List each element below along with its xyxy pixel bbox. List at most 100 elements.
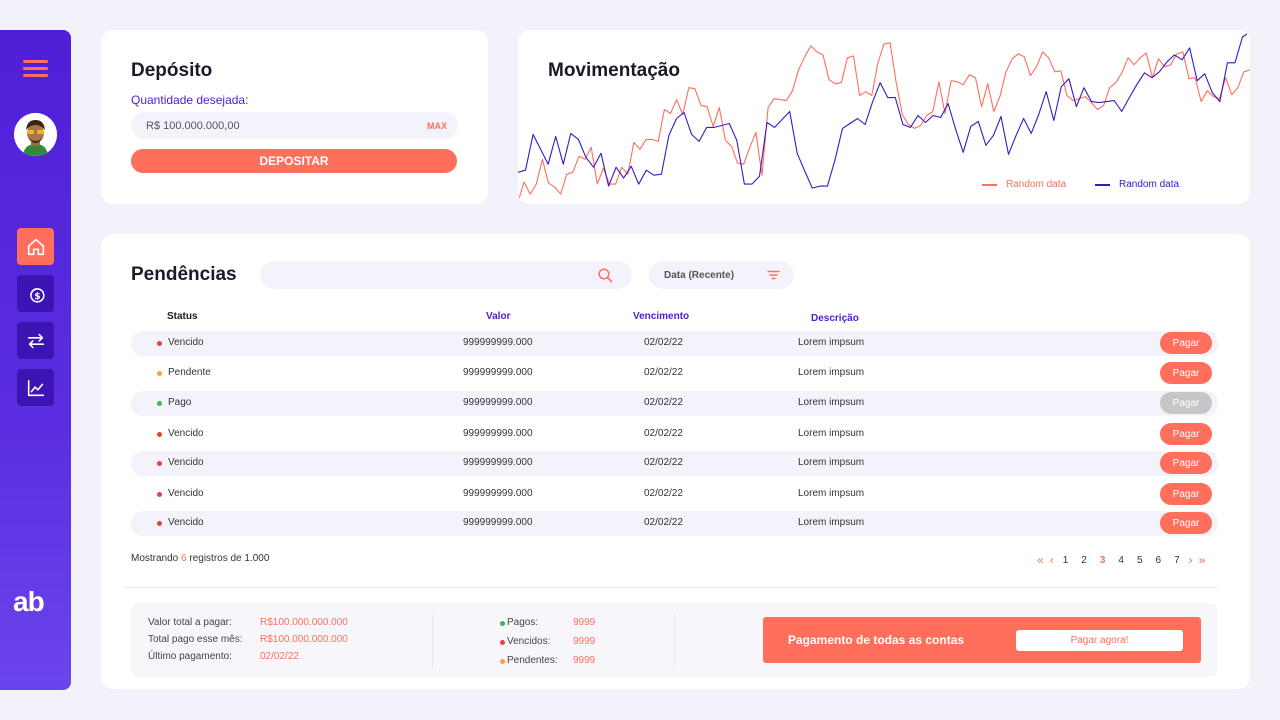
- pay-all-label: Pagamento de todas as contas: [788, 633, 965, 647]
- paid-count-label: Pagos:: [507, 617, 539, 628]
- nav-transfer[interactable]: [17, 322, 54, 359]
- nav-home[interactable]: [17, 228, 54, 265]
- overdue-count-value: 9999: [573, 636, 596, 647]
- movement-title: Movimentação: [548, 60, 680, 81]
- deposit-button[interactable]: DEPOSITAR: [131, 149, 457, 173]
- prev-page-button[interactable]: ‹: [1049, 553, 1054, 567]
- pay-button[interactable]: Pagar: [1160, 483, 1212, 505]
- pay-button[interactable]: Pagar: [1160, 362, 1212, 384]
- total-label: Valor total a pagar:: [148, 617, 232, 628]
- table-row: Pendente 999999999.000 02/02/22 Lorem impsu…: [131, 361, 1218, 386]
- pay-button[interactable]: Pagar: [1160, 423, 1212, 445]
- page-2-button[interactable]: 2: [1081, 554, 1087, 566]
- filter-icon: [767, 270, 780, 280]
- records-count-number: 6: [181, 553, 187, 564]
- legend-label: Random data: [1006, 179, 1067, 190]
- table-row: Vencido 999999999.000 02/02/22 Lorem impsum…: [131, 422, 1218, 447]
- status-dot: [157, 521, 162, 526]
- series-line-2: [518, 31, 1250, 189]
- max-button[interactable]: MAX: [427, 120, 447, 131]
- next-page-button[interactable]: ›: [1188, 553, 1193, 567]
- pending-count-label: Pendentes:: [507, 655, 558, 666]
- column-header-descricao[interactable]: Descrição: [811, 313, 859, 324]
- description-cell: Lorem impsum: [798, 428, 865, 439]
- pagination: « ‹ 1 2 3 4 5 6 7 › »: [1037, 553, 1205, 567]
- status-dot: [157, 492, 162, 497]
- month-value: R$100.000.000.000: [260, 634, 348, 645]
- description-cell: Lorem impsum: [798, 457, 865, 468]
- value-cell: 999999999.000: [463, 428, 533, 439]
- page-3-button[interactable]: 3: [1099, 554, 1106, 566]
- column-header-vencimento[interactable]: Vencimento: [633, 311, 690, 322]
- status-dot: [500, 659, 505, 664]
- first-page-button[interactable]: «: [1037, 553, 1044, 567]
- pay-button[interactable]: Pagar: [1160, 452, 1212, 474]
- search-bar[interactable]: [260, 261, 632, 289]
- records-count-prefix: Mostrando: [131, 553, 182, 564]
- due-date-cell: 02/02/22: [644, 457, 683, 468]
- nav-coins[interactable]: $: [17, 275, 54, 312]
- column-header-status[interactable]: Status: [167, 311, 198, 322]
- value-cell: 999999999.000: [463, 337, 533, 348]
- due-date-cell: 02/02/22: [644, 517, 683, 528]
- coins-icon: $: [29, 287, 45, 303]
- description-cell: Lorem impsum: [798, 367, 865, 378]
- pay-all-banner: Pagamento de todas as contas Pagar agora…: [763, 617, 1201, 663]
- due-date-cell: 02/02/22: [644, 397, 683, 408]
- pay-now-button[interactable]: Pagar agora!: [1016, 630, 1183, 651]
- amount-field: MAX: [131, 112, 458, 139]
- page-1-button[interactable]: 1: [1062, 554, 1069, 566]
- pending-title: Pendências: [131, 264, 237, 285]
- amount-input[interactable]: [146, 119, 386, 132]
- movement-card: Movimentação Random data Random data: [518, 30, 1250, 204]
- page-5-button[interactable]: 5: [1136, 554, 1143, 566]
- pending-count-value: 9999: [573, 655, 596, 666]
- status-text: Pago: [168, 397, 192, 408]
- sidebar: $ ab: [0, 30, 71, 690]
- pay-button[interactable]: Pagar: [1160, 332, 1212, 354]
- divider: [674, 613, 675, 668]
- page-7-button[interactable]: 7: [1174, 554, 1180, 566]
- table-row: Vencido 999999999.000 02/02/22 Lorem impsum…: [131, 331, 1218, 356]
- paid-count-value: 9999: [573, 617, 596, 628]
- filter-label: Data (Recente): [664, 269, 735, 281]
- status-text: Vencido: [168, 517, 204, 528]
- nav-chart[interactable]: [17, 369, 54, 406]
- due-date-cell: 02/02/22: [644, 428, 683, 439]
- pay-button[interactable]: Pagar: [1160, 512, 1212, 534]
- status-dot: [157, 371, 162, 376]
- last-payment-label: Último pagamento:: [148, 651, 232, 662]
- total-value: R$100.000.000.000: [260, 617, 348, 628]
- status-text: Vencido: [168, 457, 204, 468]
- legend-swatch: [982, 183, 997, 186]
- divider: [432, 613, 433, 668]
- sort-filter-dropdown[interactable]: Data (Recente): [649, 261, 794, 289]
- search-icon[interactable]: [598, 268, 613, 283]
- month-label: Total pago esse mês:: [148, 634, 243, 645]
- hamburger-menu-icon[interactable]: [23, 60, 49, 80]
- value-cell: 999999999.000: [463, 488, 533, 499]
- column-header-valor[interactable]: Valor: [486, 311, 511, 322]
- status-dot: [500, 621, 505, 626]
- value-cell: 999999999.000: [463, 517, 533, 528]
- page-6-button[interactable]: 6: [1155, 554, 1162, 566]
- status-text: Pendente: [168, 367, 211, 378]
- records-count: Mostrando 6 registros de 1.000: [131, 553, 269, 564]
- status-text: Vencido: [168, 337, 204, 348]
- pay-button[interactable]: Pagar: [1160, 392, 1212, 414]
- avatar[interactable]: [14, 113, 57, 156]
- page-4-button[interactable]: 4: [1118, 554, 1124, 566]
- status-dot: [157, 432, 162, 437]
- status-dot: [157, 401, 162, 406]
- legend-item-2: Random data: [1095, 179, 1179, 190]
- movement-chart: [518, 31, 1250, 203]
- divider: [124, 587, 1218, 588]
- legend-swatch: [1095, 183, 1110, 186]
- status-dot: [500, 640, 505, 645]
- summary-panel: Valor total a pagar: R$100.000.000.000 T…: [131, 603, 1218, 677]
- status-dot: [157, 461, 162, 466]
- description-cell: Lorem impsum: [798, 517, 865, 528]
- description-cell: Lorem impsum: [798, 397, 865, 408]
- last-page-button[interactable]: »: [1198, 553, 1206, 567]
- transfer-icon: [27, 333, 44, 348]
